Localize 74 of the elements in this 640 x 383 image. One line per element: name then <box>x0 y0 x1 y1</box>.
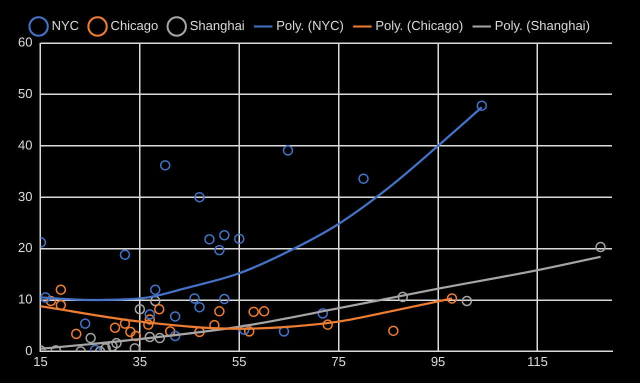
y-tick-label: 0 <box>25 342 32 358</box>
point <box>214 306 225 317</box>
point <box>56 284 66 295</box>
point <box>46 296 56 306</box>
point <box>144 332 156 342</box>
y-tick-label: 20 <box>18 240 32 256</box>
point <box>214 244 225 256</box>
point <box>80 318 90 329</box>
point <box>248 306 259 318</box>
legend-label: Poly. (Chicago) <box>375 18 464 34</box>
point <box>358 173 369 184</box>
point <box>100 343 111 352</box>
x-tick-label: 35 <box>132 354 148 369</box>
point <box>318 308 328 319</box>
x-tick-label: 95 <box>430 354 446 369</box>
legend-label: Poly. (NYC) <box>276 18 344 34</box>
point <box>234 234 245 244</box>
point <box>204 234 215 245</box>
point <box>120 318 130 329</box>
point <box>194 192 205 202</box>
point <box>282 145 294 156</box>
point <box>143 319 154 330</box>
point <box>170 311 180 322</box>
point <box>194 326 205 338</box>
point <box>322 319 333 330</box>
y-tick-label: 30 <box>18 188 32 204</box>
point <box>110 322 120 334</box>
legend-label: Shanghai <box>190 18 245 34</box>
point <box>107 341 118 352</box>
point <box>209 320 220 330</box>
point <box>111 338 122 348</box>
point <box>194 302 205 312</box>
legend-label: Poly. (Shanghai) <box>494 18 590 34</box>
point <box>170 330 180 342</box>
point <box>446 293 458 304</box>
point <box>219 294 230 304</box>
point <box>189 293 200 304</box>
point <box>164 326 176 337</box>
point <box>120 250 130 260</box>
x-tick-label: 115 <box>527 354 548 369</box>
y-tick-label: 40 <box>18 137 32 152</box>
point <box>154 304 164 314</box>
point <box>258 306 270 317</box>
point <box>160 160 170 171</box>
point <box>278 326 290 337</box>
x-tick-label: 55 <box>232 354 246 369</box>
point <box>462 296 472 306</box>
y-tick-label: 50 <box>18 86 32 101</box>
point <box>56 300 66 310</box>
x-tick-label: 15 <box>33 354 48 369</box>
point <box>130 330 142 342</box>
point <box>134 304 146 314</box>
point <box>70 328 82 340</box>
point <box>150 296 161 306</box>
legend-label: Chicago <box>110 18 158 34</box>
point <box>388 326 399 336</box>
point <box>154 332 165 344</box>
point <box>85 332 96 344</box>
legend-label: NYC <box>52 18 80 34</box>
point <box>219 230 230 240</box>
point <box>476 100 488 111</box>
point <box>150 284 161 295</box>
x-tick-label: 75 <box>331 354 346 369</box>
y-tick-label: 60 <box>18 34 32 50</box>
point <box>130 343 140 352</box>
point <box>125 326 136 338</box>
point <box>144 309 156 320</box>
point <box>398 292 408 302</box>
point <box>595 242 606 252</box>
point <box>244 326 254 337</box>
line-series <box>40 256 602 350</box>
y-tick-label: 10 <box>18 292 32 307</box>
point <box>40 292 51 303</box>
point <box>144 314 156 325</box>
